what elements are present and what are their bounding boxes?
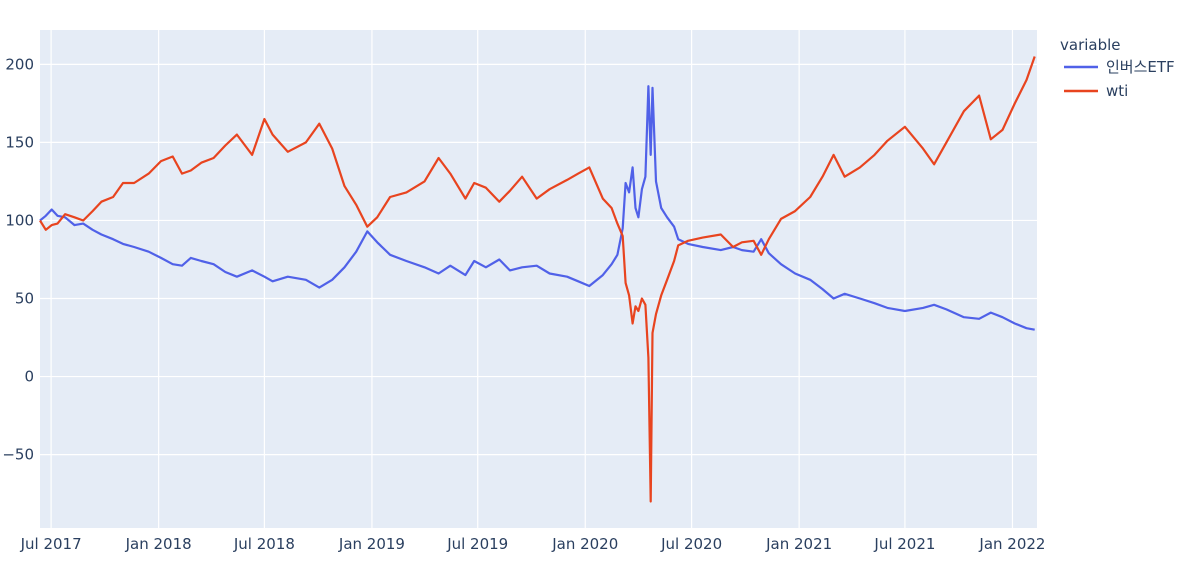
x-tick-label: Jul 2021 [873, 535, 935, 553]
x-axis-ticks: Jul 2017 Jan 2018 Jul 2018 Jan 2019 Jul 2019… [20, 535, 1046, 553]
x-tick-label: Jul 2019 [446, 535, 508, 553]
series-line-인버스ETF [39, 85, 1035, 331]
legend-title: variable [1060, 36, 1121, 54]
y-tick-label: −50 [2, 446, 34, 464]
legend[interactable]: variable 인버스ETF wti [1060, 36, 1175, 100]
y-tick-label: 50 [15, 290, 34, 308]
grid [40, 30, 1037, 528]
x-tick-label: Jul 2017 [20, 535, 82, 553]
x-tick-label: Jan 2018 [125, 535, 192, 553]
x-tick-label: Jan 2021 [765, 535, 832, 553]
x-tick-label: Jul 2018 [233, 535, 295, 553]
series-line-wti [39, 56, 1036, 503]
plot-background [40, 30, 1037, 528]
x-tick-label: Jan 2020 [551, 535, 618, 553]
series-lines [39, 56, 1036, 503]
y-tick-label: 100 [5, 211, 34, 229]
y-tick-label: 200 [5, 55, 34, 73]
x-tick-label: Jan 2019 [338, 535, 405, 553]
legend-item-label[interactable]: wti [1106, 82, 1128, 100]
y-tick-label: 150 [5, 133, 34, 151]
x-tick-label: Jul 2020 [660, 535, 722, 553]
y-axis-ticks: −50 0 50 100 150 200 [2, 55, 34, 463]
legend-item-label[interactable]: 인버스ETF [1106, 58, 1175, 76]
x-tick-label: Jan 2022 [978, 535, 1045, 553]
y-tick-label: 0 [24, 368, 34, 386]
